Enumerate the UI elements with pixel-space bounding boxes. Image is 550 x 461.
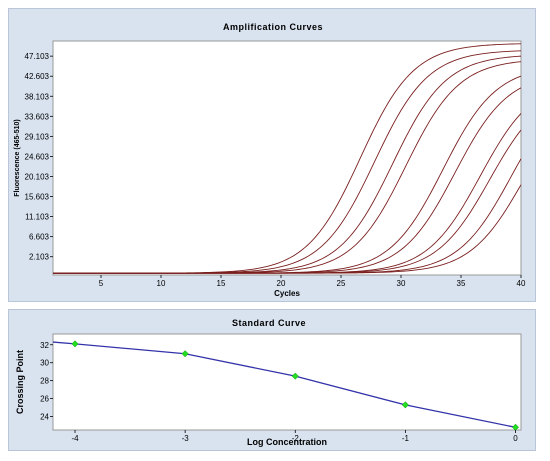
- x-tick-label: 0: [513, 434, 518, 443]
- amplification-x-ticks: 5 10 15 20 25 30 35 40: [99, 275, 526, 288]
- y-tick-label: 42.603: [25, 72, 50, 81]
- y-tick-label: 28: [40, 377, 49, 386]
- standard-curve-fit-line: [52, 341, 516, 428]
- amplification-plot-area: [52, 40, 522, 276]
- y-tick-label: 20.103: [25, 172, 50, 181]
- y-tick-label: 24.603: [25, 152, 50, 161]
- x-tick-label: 15: [217, 279, 226, 288]
- standard-point: [181, 350, 189, 358]
- x-tick-label: 35: [457, 279, 466, 288]
- y-tick-label: 15.603: [25, 193, 50, 202]
- y-tick-label: 29.103: [25, 132, 50, 141]
- x-tick-label: 40: [517, 279, 526, 288]
- x-tick-label: 5: [99, 279, 104, 288]
- standard-curve-panel: Standard Curve -4 -3 -2 -1 0 24 26 28 30 32 Log …: [8, 309, 536, 451]
- standard-curve-plot-area: [52, 333, 522, 431]
- y-tick-label: 38.103: [25, 92, 50, 101]
- standard-point: [71, 340, 79, 348]
- x-tick-label: -1: [402, 434, 410, 443]
- amplification-y-label: Fluorescence (465-510): [14, 119, 21, 196]
- y-tick-label: 33.603: [25, 112, 50, 121]
- standard-curve-points: [71, 340, 520, 431]
- fit-line: [52, 341, 516, 428]
- x-tick-label: 30: [397, 279, 406, 288]
- amplification-curves: [53, 43, 522, 274]
- amplification-y-ticks: 2.103 6.603 11.103 15.603 20.103 24.603 29.103…: [25, 52, 53, 262]
- amplification-chart: Amplification Curves 5 10 15 20 25 30 35 40 2.1…: [14, 22, 526, 298]
- amplification-x-label: Cycles: [274, 289, 300, 298]
- y-tick-label: 26: [40, 395, 49, 404]
- amplification-curve: [53, 184, 522, 274]
- x-tick-label: 20: [277, 279, 286, 288]
- x-tick-label: -2: [292, 434, 300, 443]
- standard-curve-x-ticks: -4 -3 -2 -1 0: [71, 430, 518, 443]
- x-tick-label: 10: [157, 279, 166, 288]
- standard-curve-chart: Standard Curve -4 -3 -2 -1 0 24 26 28 30 32 Log …: [15, 318, 522, 447]
- amplification-panel: Amplification Curves 5 10 15 20 25 30 35 40 2.1…: [8, 8, 536, 302]
- standard-curve-x-label: Log Concentration: [247, 437, 327, 447]
- y-tick-label: 11.103: [25, 213, 49, 222]
- y-tick-label: 24: [40, 413, 49, 422]
- standard-point: [291, 372, 299, 380]
- amplification-title: Amplification Curves: [223, 22, 323, 32]
- x-tick-label: -3: [182, 434, 190, 443]
- y-tick-label: 6.603: [29, 233, 50, 242]
- y-tick-label: 47.103: [25, 52, 50, 61]
- x-tick-label: 25: [337, 279, 346, 288]
- x-tick-label: -4: [71, 434, 79, 443]
- y-tick-label: 32: [40, 341, 49, 350]
- standard-curve-y-label: Crossing Point: [15, 350, 25, 414]
- standard-curve-title: Standard Curve: [232, 318, 306, 328]
- standard-curve-y-ticks: 24 26 28 30 32: [40, 341, 53, 422]
- y-tick-label: 2.103: [29, 253, 50, 262]
- y-tick-label: 30: [40, 359, 49, 368]
- standard-point: [401, 401, 409, 409]
